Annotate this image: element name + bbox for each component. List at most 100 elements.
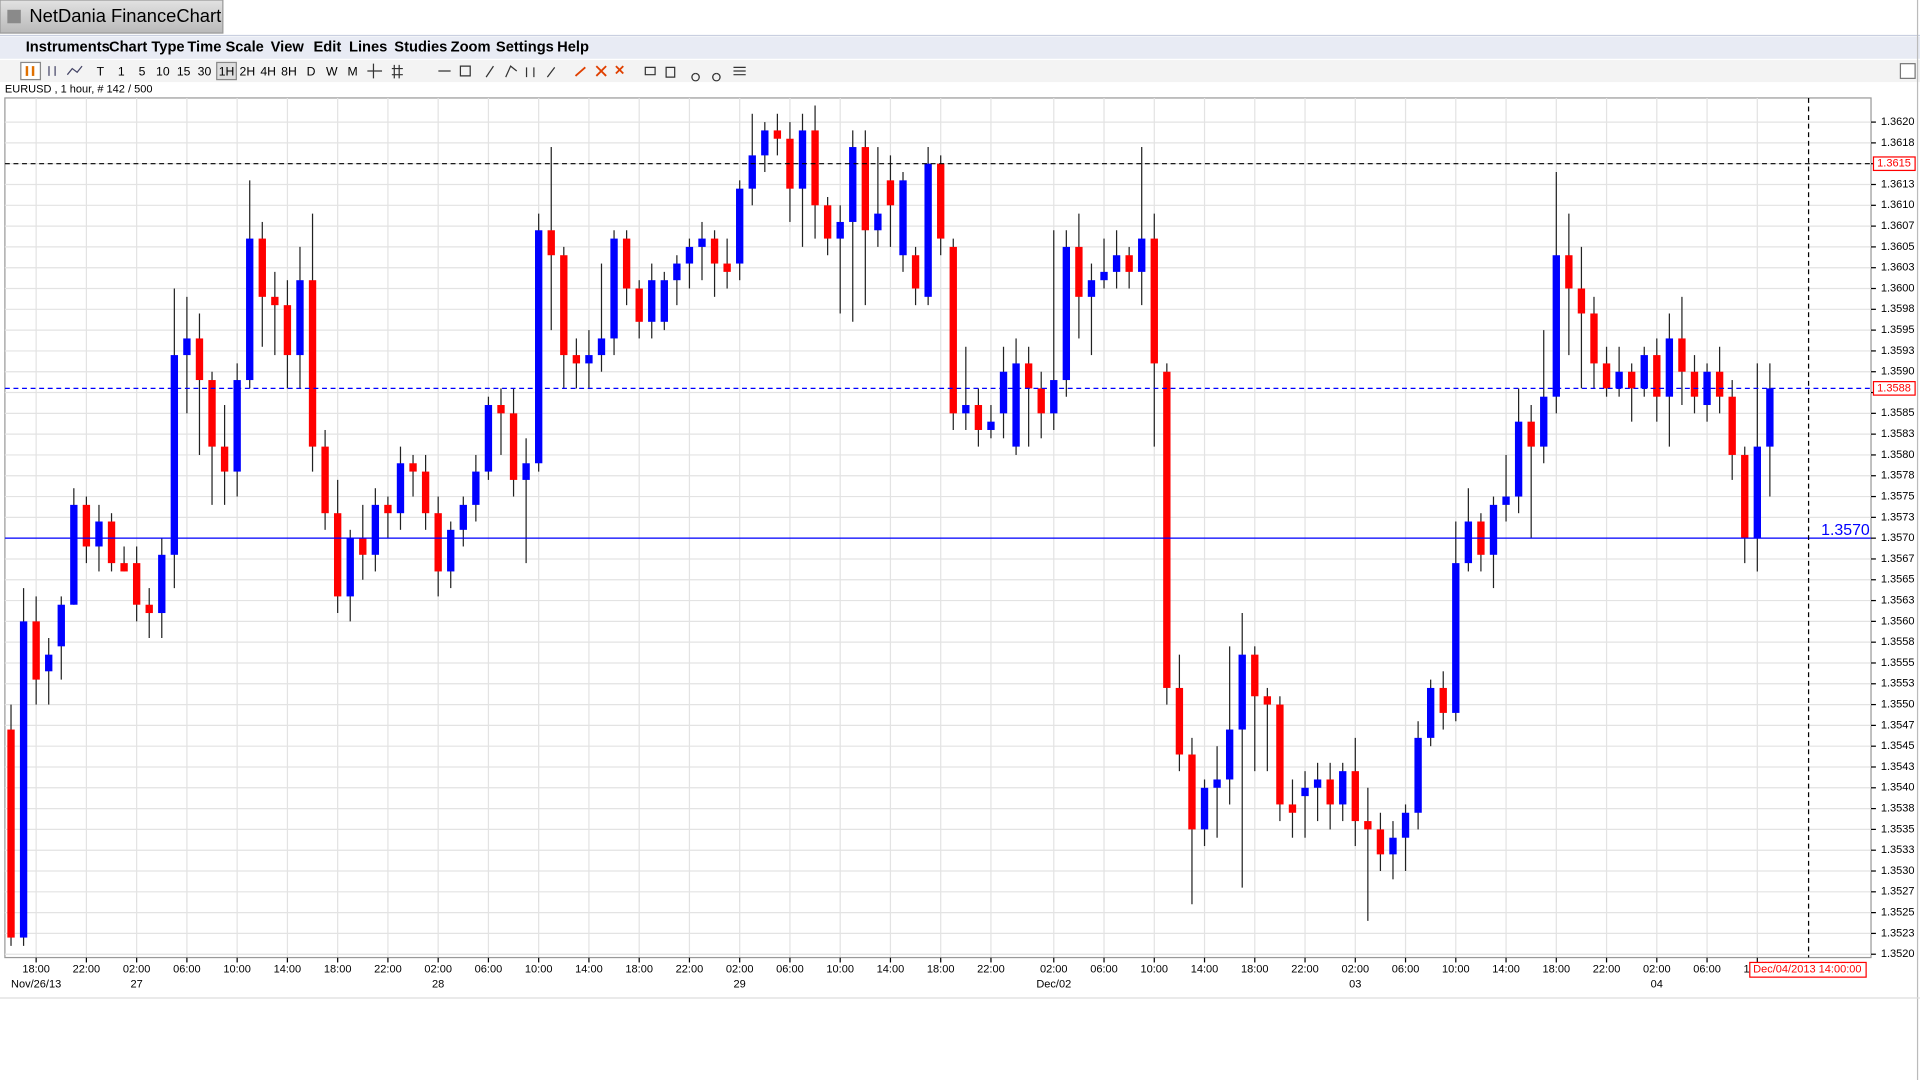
menu-item[interactable]: Edit xyxy=(313,40,341,56)
timeframe-button[interactable]: 8H xyxy=(281,64,297,78)
x-tick-label: 06:00 xyxy=(776,964,804,976)
tool-icon xyxy=(48,65,83,76)
candle-body xyxy=(597,338,606,356)
timeframe-button[interactable]: D xyxy=(307,64,316,78)
menu-item[interactable]: Instruments xyxy=(26,40,110,56)
timeframe-button[interactable]: 1H xyxy=(219,64,235,78)
timeframe-button[interactable]: 30 xyxy=(198,64,212,78)
candle-body xyxy=(949,246,957,414)
y-tick-label: 1.3523 xyxy=(1881,927,1915,939)
menu-item[interactable]: Lines xyxy=(349,40,387,56)
candle-body xyxy=(1062,246,1071,381)
y-tick-label: 1.3543 xyxy=(1881,761,1915,773)
candle-body xyxy=(509,413,518,480)
y-tick-label: 1.3605 xyxy=(1881,241,1915,253)
x-tick-label: 06:00 xyxy=(475,964,503,976)
candle-body xyxy=(685,246,694,264)
x-tick-label: 14:00 xyxy=(1191,964,1219,976)
candle-body xyxy=(484,405,493,472)
y-tick-label: 1.3560 xyxy=(1881,615,1915,627)
candle-body xyxy=(1552,255,1560,397)
timeframe-button[interactable]: 2H xyxy=(240,64,256,78)
x-tick-label: 18:00 xyxy=(1241,964,1269,976)
candle-body xyxy=(1238,654,1246,730)
menu-item[interactable]: Help xyxy=(557,40,589,56)
x-tick-label: 10:00 xyxy=(1442,964,1470,976)
date-label: Dec/02 xyxy=(1036,978,1071,990)
tool-icons xyxy=(644,66,746,82)
candle-body xyxy=(547,230,555,256)
timeframe-button[interactable]: 15 xyxy=(177,64,191,78)
y-tick-label: 1.3610 xyxy=(1881,199,1915,211)
y-tick-label: 1.3585 xyxy=(1881,407,1915,419)
y-tick-label: 1.3580 xyxy=(1881,449,1915,461)
candle-body xyxy=(673,263,681,281)
candle-body xyxy=(1075,246,1083,297)
timeframe-button[interactable]: 5 xyxy=(139,64,146,78)
timeframe-button[interactable]: 4H xyxy=(260,64,276,78)
x-tick-label: 02:00 xyxy=(123,964,151,976)
candle-body xyxy=(811,130,819,206)
y-tick-label: 1.3583 xyxy=(1881,428,1915,440)
candle-body xyxy=(447,529,455,572)
panel-button[interactable] xyxy=(1899,63,1916,79)
y-tick-label: 1.3553 xyxy=(1881,678,1915,690)
y-tick-label: 1.3520 xyxy=(1881,948,1915,960)
candle-body xyxy=(1741,454,1749,539)
candle-body xyxy=(1728,396,1736,455)
menu-item[interactable]: Settings xyxy=(496,40,554,56)
menu-item[interactable]: Chart Type xyxy=(109,40,185,56)
candle-body xyxy=(19,621,28,938)
menu-item[interactable]: Time Scale xyxy=(187,40,263,56)
candle-body xyxy=(308,280,317,447)
candle-body xyxy=(170,355,179,555)
candle-body xyxy=(233,380,241,472)
candle-body xyxy=(82,504,91,547)
y-tick-label: 1.3598 xyxy=(1881,303,1915,315)
candle-body xyxy=(1251,654,1259,697)
timeframe-button[interactable]: 10 xyxy=(156,64,170,78)
x-tick-label: 18:00 xyxy=(324,964,352,976)
menu-item[interactable]: Zoom xyxy=(451,40,491,56)
x-tick-label: 10:00 xyxy=(223,964,251,976)
candle-body xyxy=(1590,313,1598,364)
menu-item[interactable]: View xyxy=(271,40,305,56)
candle-body xyxy=(622,238,631,289)
candle-body xyxy=(1653,355,1661,397)
x-tick-label: 06:00 xyxy=(173,964,201,976)
candle-body xyxy=(396,463,405,514)
timeframe-button[interactable]: 1 xyxy=(118,64,125,78)
candle-body xyxy=(836,221,844,239)
timeframe-button[interactable]: M xyxy=(348,64,358,78)
y-tick-label: 1.3545 xyxy=(1881,740,1915,752)
candle-body xyxy=(1150,238,1158,364)
candle-body xyxy=(1766,388,1774,447)
candle-body xyxy=(409,463,417,472)
level-label: 1.3588 xyxy=(1877,382,1911,394)
menu-item[interactable]: Studies xyxy=(394,40,447,56)
candle-body xyxy=(1288,804,1297,813)
candle-body xyxy=(57,604,65,647)
candle-body xyxy=(70,504,78,605)
x-tick-label: 22:00 xyxy=(977,964,1005,976)
timeframe-button[interactable]: W xyxy=(326,64,338,78)
x-tick-label: 02:00 xyxy=(1040,964,1068,976)
candle-body xyxy=(560,255,568,356)
y-tick-label: 1.3613 xyxy=(1881,178,1915,190)
candle-body xyxy=(585,355,593,364)
y-tick-label: 1.3547 xyxy=(1881,719,1915,731)
candle-body xyxy=(296,280,304,356)
candle-body xyxy=(773,130,782,139)
candle-body xyxy=(271,296,279,306)
timeframe-button[interactable]: T xyxy=(97,64,105,78)
candle-body xyxy=(1100,271,1108,281)
candle-body xyxy=(1276,704,1284,805)
tool-icon xyxy=(25,66,29,76)
candle-body xyxy=(823,205,832,239)
tool-button[interactable] xyxy=(216,61,237,81)
x-tick-label: 10:00 xyxy=(1140,964,1168,976)
tool-icon xyxy=(31,66,35,76)
candle-body xyxy=(1163,371,1171,688)
app-icon xyxy=(7,9,21,24)
tool-button[interactable] xyxy=(20,61,42,81)
